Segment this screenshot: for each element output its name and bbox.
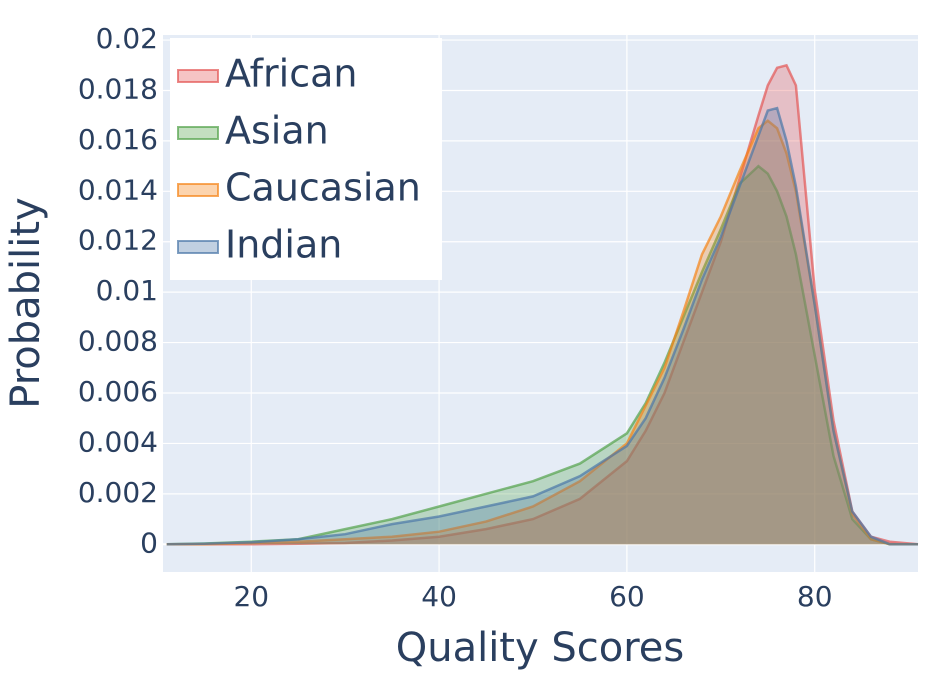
area-fill: [166, 108, 918, 545]
x-tick-label: 40: [421, 580, 457, 613]
x-axis-title: Quality Scores: [396, 625, 685, 671]
area-fill: [166, 166, 918, 545]
legend-label: Asian: [225, 109, 329, 153]
legend-label: Indian: [225, 223, 342, 267]
area-fill: [166, 120, 918, 545]
y-tick-label: 0.018: [78, 72, 158, 105]
y-tick-label: 0: [140, 526, 158, 559]
y-tick-label: 0.014: [78, 173, 158, 206]
legend-swatch: [177, 69, 219, 83]
y-tick-label: 0.02: [96, 22, 158, 55]
area-fill: [166, 65, 918, 545]
legend-box: [170, 38, 442, 280]
area-line: [166, 106, 918, 546]
y-tick-label: 0.004: [78, 425, 158, 458]
x-tick-label: 60: [609, 580, 645, 613]
legend-swatch: [177, 240, 219, 254]
y-tick-label: 0.008: [78, 325, 158, 358]
legend-label: Caucasian: [225, 166, 421, 210]
legend-swatch: [177, 183, 219, 197]
y-tick-label: 0.016: [78, 123, 158, 156]
y-tick-label: 0.006: [78, 375, 158, 408]
x-tick-label: 20: [233, 580, 269, 613]
y-tick-label: 0.002: [78, 476, 158, 509]
x-tick-label: 80: [797, 580, 833, 613]
y-tick-label: 0.01: [96, 274, 158, 307]
area-line: [166, 63, 919, 546]
y-tick-label: 0.012: [78, 224, 158, 257]
area-line: [166, 164, 918, 546]
legend-swatch: [177, 126, 219, 140]
y-axis-title: Probability: [3, 197, 49, 408]
legend-label: African: [225, 52, 357, 96]
